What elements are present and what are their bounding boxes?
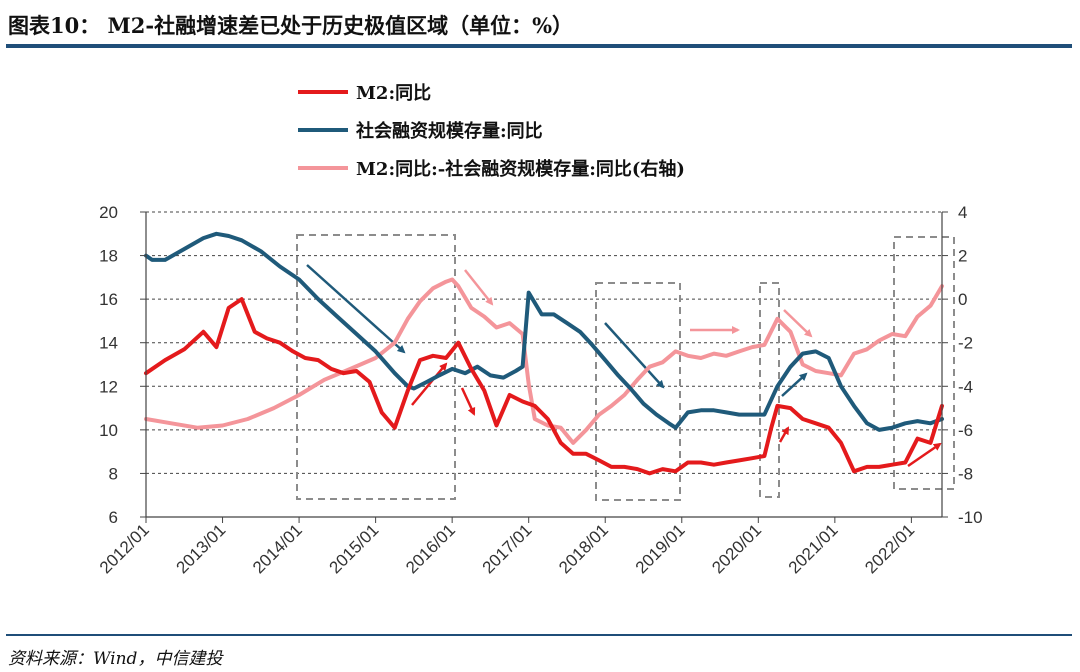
trend-arrow	[460, 387, 476, 416]
x-tick-label: 2017/01	[479, 520, 536, 577]
left-tick-label: 14	[99, 334, 118, 353]
x-tick-label: 2013/01	[172, 520, 229, 577]
chart-title: 图表10： M2-社融增速差已处于历史极值区域（单位：%）	[8, 13, 574, 38]
right-tick-label: -8	[958, 464, 973, 483]
left-tick-label: 16	[99, 290, 118, 309]
x-tick-label: 2020/01	[708, 520, 765, 577]
left-tick-label: 10	[99, 421, 118, 440]
right-tick-label: -4	[958, 377, 973, 396]
series-line-0	[144, 297, 944, 476]
legend-label-2: M2:同比:-社会融资规模存量:同比(右轴)	[356, 158, 685, 180]
highlight-box	[595, 282, 681, 501]
source-note: 资料来源：Wind，中信建投	[8, 649, 223, 669]
left-tick-label: 12	[99, 377, 118, 396]
x-tick-label: 2014/01	[249, 520, 306, 577]
x-tick-label: 2016/01	[402, 520, 459, 577]
trend-arrow	[778, 426, 790, 443]
x-tick-label: 2021/01	[785, 520, 842, 577]
footer-rule	[6, 634, 1072, 636]
x-tick-label: 2019/01	[632, 520, 689, 577]
highlight-box	[759, 282, 780, 498]
left-tick-label: 8	[109, 464, 118, 483]
trend-arrow	[464, 269, 494, 306]
left-tick-label: 18	[99, 247, 118, 266]
right-tick-label: 0	[958, 290, 967, 309]
trend-arrow	[604, 322, 665, 389]
x-tick-label: 2012/01	[96, 520, 153, 577]
x-tick-label: 2022/01	[861, 520, 918, 577]
grid-lines	[146, 211, 942, 474]
right-tick-label: -10	[958, 508, 983, 527]
trend-arrow	[411, 362, 448, 406]
trend-arrow	[783, 309, 813, 338]
right-tick-label: 2	[958, 247, 967, 266]
right-tick-label: -2	[958, 334, 973, 353]
right-tick-label: 4	[958, 203, 967, 222]
legend-label-1: 社会融资规模存量:同比	[356, 120, 543, 142]
trend-arrow	[907, 442, 942, 468]
series-line-1	[144, 231, 944, 432]
x-tick-label: 2015/01	[326, 520, 383, 577]
highlight-box	[893, 236, 955, 490]
x-tick-label: 2018/01	[555, 520, 612, 577]
series-line-2	[144, 277, 944, 445]
highlight-boxes	[296, 234, 955, 501]
header-rule	[6, 44, 1072, 48]
trend-arrow	[306, 264, 406, 354]
trend-arrow	[781, 372, 808, 397]
series-lines	[144, 231, 944, 476]
left-tick-label: 20	[99, 203, 118, 222]
right-tick-label: -6	[958, 421, 973, 440]
trend-arrows	[306, 264, 942, 468]
left-tick-label: 6	[109, 508, 118, 527]
highlight-box	[296, 234, 456, 500]
legend-label-0: M2:同比	[356, 83, 431, 104]
